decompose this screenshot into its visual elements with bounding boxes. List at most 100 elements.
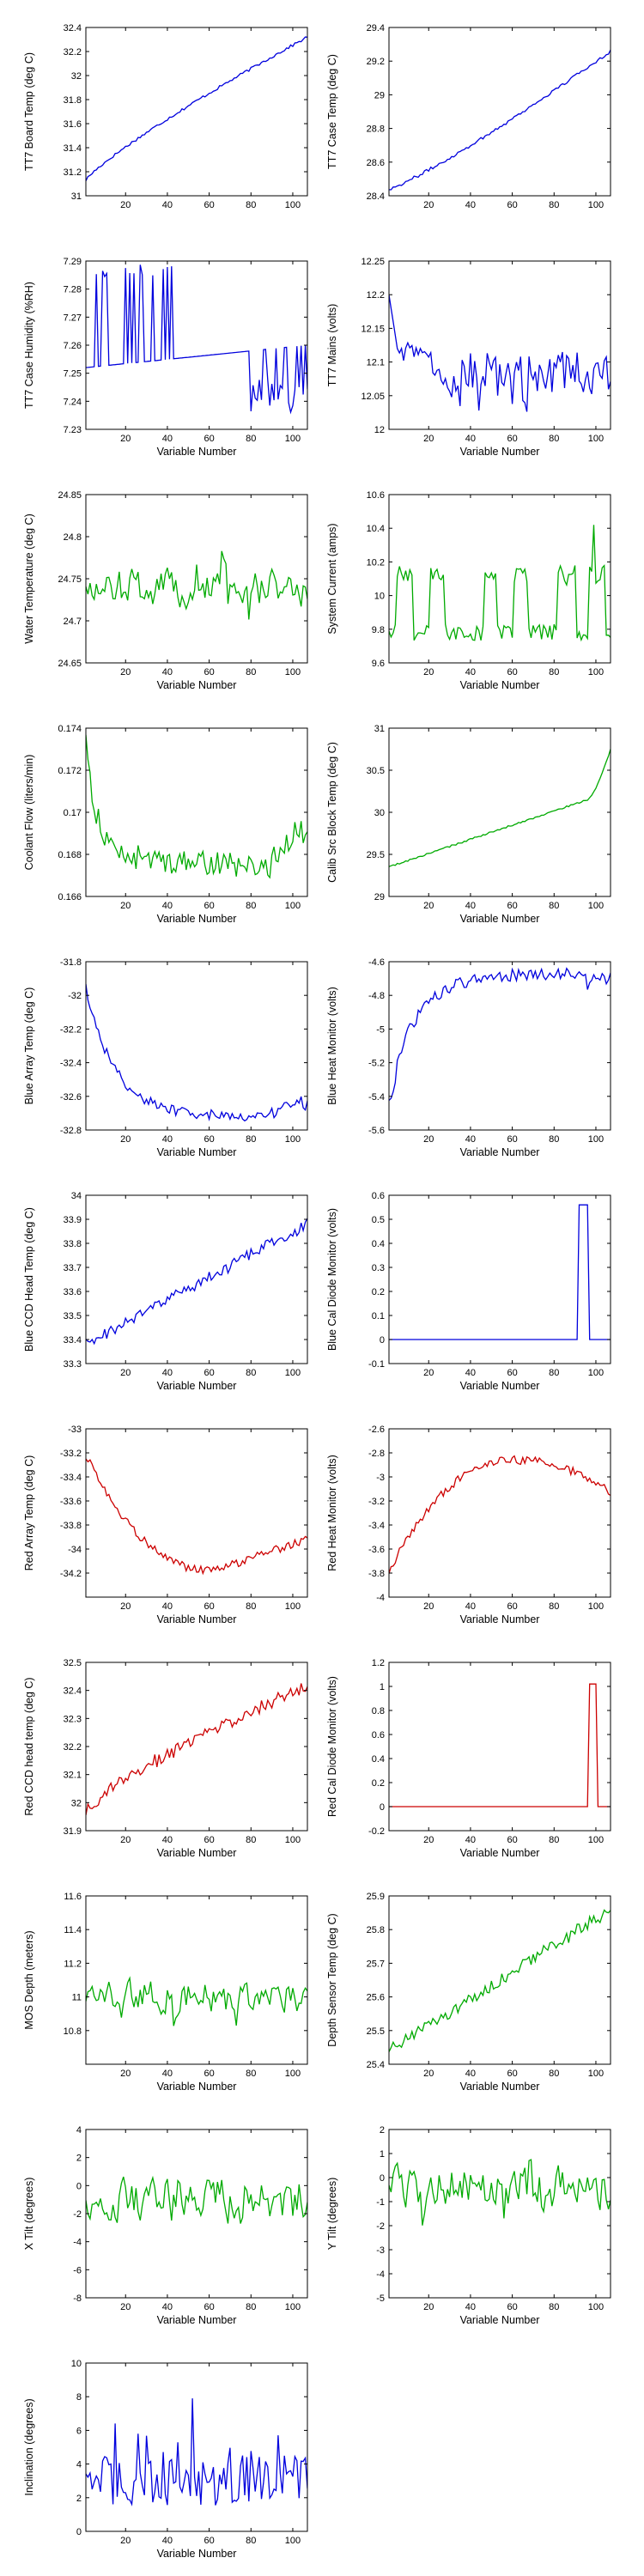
x-tick-label: 20 [423, 901, 434, 911]
x-axis-label: Variable Number [157, 1146, 237, 1158]
x-axis-label: Variable Number [157, 2548, 237, 2560]
y-tick-label: 29.4 [367, 23, 385, 33]
y-tick-label: -4 [73, 2238, 82, 2248]
y-tick-label: 11.6 [64, 1892, 82, 1902]
y-tick-label: 33.3 [64, 1359, 82, 1370]
axes-frame [85, 1662, 308, 1832]
y-tick-label: 10.4 [367, 524, 385, 534]
x-axis-label: Variable Number [157, 2081, 237, 2093]
axes-frame [85, 2129, 308, 2299]
y-tick-label: 30.5 [367, 766, 385, 776]
y-tick-label: 7.27 [64, 313, 82, 323]
x-axis-label: Variable Number [460, 1146, 540, 1158]
y-tick-label: 12.1 [367, 358, 385, 368]
y-tick-label: 0.5 [372, 1215, 385, 1225]
y-axis-label: Y Tilt (degrees) [326, 2178, 338, 2251]
y-tick-label: -0.2 [368, 1826, 385, 1837]
y-tick-label: -3 [376, 2245, 385, 2256]
x-axis-label: Variable Number [157, 1847, 237, 1859]
y-tick-label: 29 [374, 892, 385, 902]
x-tick-label: 60 [507, 2069, 517, 2079]
y-tick-label: 28.6 [367, 158, 385, 168]
x-axis-label: Variable Number [460, 913, 540, 925]
chart-panel: 20 40 60 80 100 -0.1 0 0.1 0.2 0.3 0.4 0.5 0.6 Variab… [326, 1191, 611, 1392]
y-tick-label: 12.15 [361, 324, 385, 334]
chart-panel: 20 40 60 80 100 28.4 28.6 28.8 29 29.2 29.4 TT7 Cas… [326, 23, 611, 210]
x-tick-label: 60 [204, 1835, 214, 1845]
x-tick-label: 100 [588, 1368, 604, 1378]
y-tick-label: 33.9 [64, 1215, 82, 1225]
axes-frame [388, 961, 611, 1131]
series-line [389, 1683, 611, 1807]
y-tick-label: 25.7 [367, 1959, 385, 1969]
y-tick-label: 32.4 [64, 23, 82, 33]
x-tick-label: 20 [120, 200, 131, 210]
y-tick-label: 25.6 [367, 1993, 385, 2003]
axes-frame [85, 260, 308, 430]
x-tick-label: 80 [246, 901, 256, 911]
x-tick-label: 40 [162, 1368, 173, 1378]
x-tick-label: 80 [246, 667, 256, 677]
x-axis-label: Variable Number [460, 1847, 540, 1859]
x-tick-label: 40 [465, 1601, 476, 1612]
y-tick-label: 31 [71, 191, 82, 202]
y-tick-label: 6 [76, 2426, 82, 2436]
chart-panel: 20 40 60 80 100 0.166 0.168 0.17 0.172 0.174 Varia… [23, 724, 308, 925]
y-tick-label: 0.4 [372, 1239, 385, 1249]
axes-frame [85, 1428, 308, 1598]
x-tick-label: 80 [246, 1134, 256, 1145]
series-line [86, 550, 307, 620]
y-tick-label: 7.24 [64, 397, 82, 407]
x-tick-label: 40 [162, 2302, 173, 2312]
chart-panel: 20 40 60 80 100 31.9 32 32.1 32.2 32.3 32.4 32.5 Var… [23, 1658, 308, 1859]
x-tick-label: 100 [285, 1601, 301, 1612]
y-tick-label: 11.4 [64, 1925, 82, 1935]
x-tick-label: 40 [162, 2536, 173, 2546]
x-tick-label: 20 [120, 901, 131, 911]
y-tick-label: 12.25 [361, 257, 385, 267]
x-tick-label: 20 [423, 200, 434, 210]
y-tick-label: 0.4 [372, 1754, 385, 1765]
x-tick-label: 40 [162, 2069, 173, 2079]
x-tick-label: 100 [285, 1134, 301, 1145]
y-axis-label: Coolant Flow (liters/min) [23, 755, 35, 871]
x-tick-label: 60 [507, 901, 517, 911]
x-tick-label: 40 [465, 667, 476, 677]
y-tick-label: 24.65 [58, 659, 82, 669]
y-tick-label: 7.23 [64, 425, 82, 435]
y-tick-label: 0.2 [372, 1287, 385, 1297]
x-tick-label: 100 [588, 2302, 604, 2312]
y-tick-label: 0.172 [58, 766, 82, 776]
series-line [389, 1204, 611, 1340]
chart-panel: 20 40 60 80 100 -8 -6 -4 -2 0 2 4 Variable Number X T… [23, 2125, 308, 2326]
y-tick-label: 25.9 [367, 1892, 385, 1902]
y-axis-label: Red CCD head temp (deg C) [23, 1677, 35, 1815]
y-axis-label: Depth Sensor Temp (deg C) [326, 1913, 338, 2046]
x-tick-label: 80 [549, 1368, 559, 1378]
y-tick-label: 0 [380, 2173, 385, 2184]
y-axis-label: Red Cal Diode Monitor (volts) [326, 1676, 338, 1817]
x-tick-label: 40 [465, 1368, 476, 1378]
y-tick-label: 0.2 [372, 1778, 385, 1789]
y-tick-label: -32 [68, 991, 82, 1001]
x-tick-label: 20 [423, 1368, 434, 1378]
y-tick-label: 31.9 [64, 1826, 82, 1837]
x-tick-label: 20 [423, 2302, 434, 2312]
x-tick-label: 80 [549, 1134, 559, 1145]
chart-panel: 20 40 60 80 100 12 12.05 12.1 12.15 12.2 12.25 Vari… [326, 257, 611, 458]
y-tick-label: 29 [374, 90, 385, 100]
chart-panel: 20 40 60 80 100 -0.2 0 0.2 0.4 0.6 0.8 1 1.2 Variable… [326, 1658, 611, 1859]
y-tick-label: -4 [376, 2269, 385, 2280]
y-tick-label: 25.8 [367, 1925, 385, 1935]
y-tick-label: 7.29 [64, 257, 82, 267]
x-tick-label: 40 [465, 1134, 476, 1145]
y-tick-label: 0.174 [58, 724, 82, 734]
y-tick-label: 4 [76, 2125, 82, 2136]
y-tick-label: 0 [76, 2181, 82, 2191]
x-tick-label: 100 [285, 667, 301, 677]
x-tick-label: 20 [120, 2536, 131, 2546]
x-tick-label: 20 [120, 2069, 131, 2079]
x-tick-label: 20 [120, 2302, 131, 2312]
chart-panel: 20 40 60 80 100 -5 -4 -3 -2 -1 0 1 2 Variable Number Y… [326, 2125, 611, 2326]
y-tick-label: 0 [380, 1335, 385, 1346]
